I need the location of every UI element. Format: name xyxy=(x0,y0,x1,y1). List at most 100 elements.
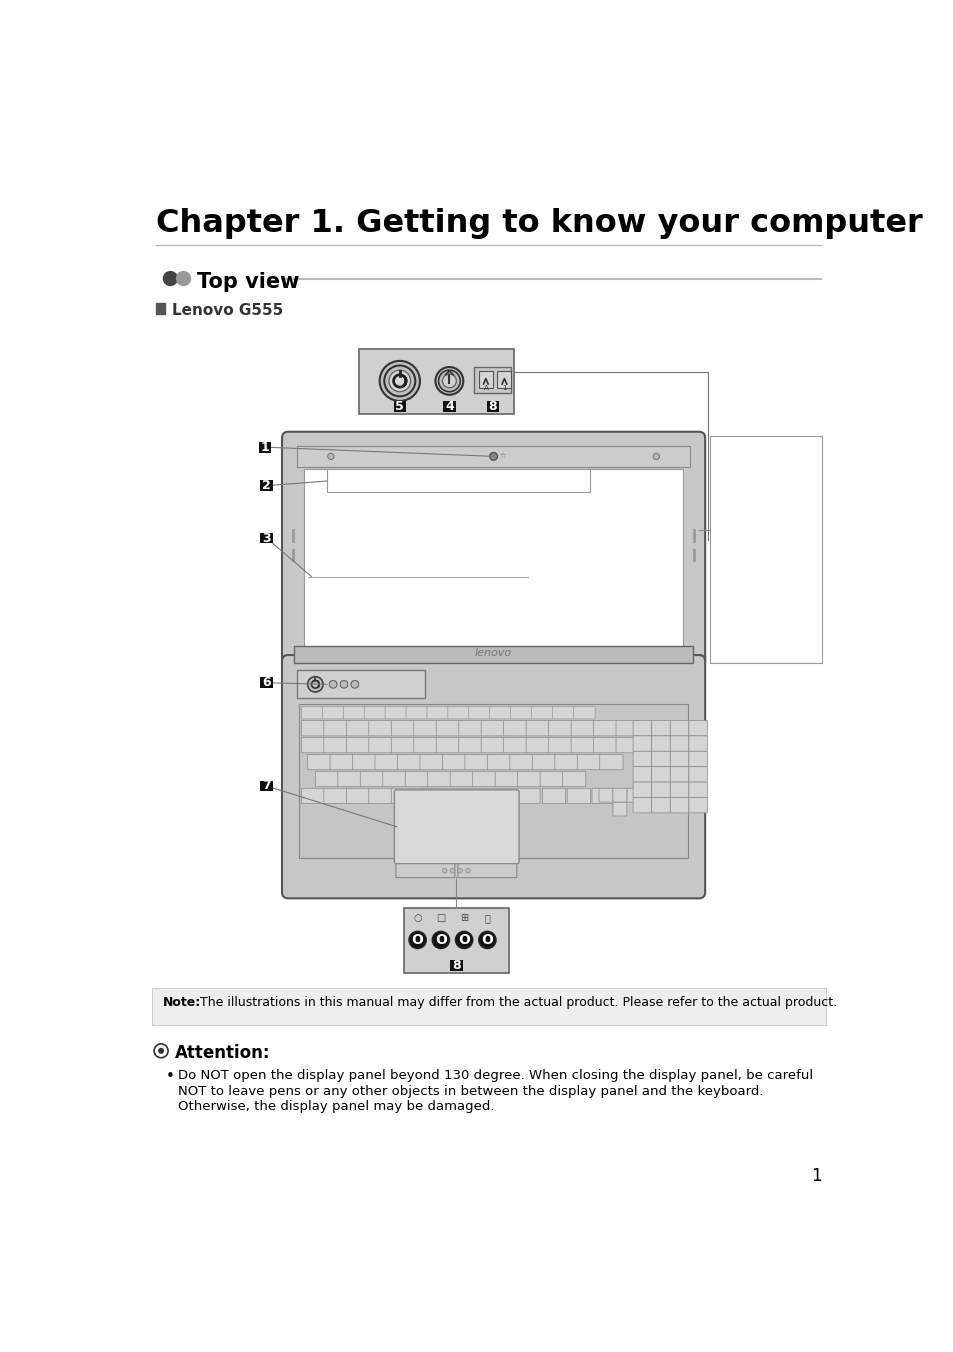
FancyBboxPatch shape xyxy=(651,721,670,735)
Text: ☆: ☆ xyxy=(499,453,505,460)
FancyBboxPatch shape xyxy=(394,790,518,864)
FancyBboxPatch shape xyxy=(542,788,565,803)
FancyBboxPatch shape xyxy=(447,707,469,719)
Circle shape xyxy=(379,361,419,402)
FancyBboxPatch shape xyxy=(260,533,273,544)
Text: NOT to leave pens or any other objects in between the display panel and the keyb: NOT to leave pens or any other objects i… xyxy=(178,1084,762,1098)
FancyBboxPatch shape xyxy=(353,754,375,769)
FancyBboxPatch shape xyxy=(382,771,406,787)
FancyBboxPatch shape xyxy=(626,788,640,802)
Bar xyxy=(152,988,825,1025)
FancyBboxPatch shape xyxy=(509,754,533,769)
FancyBboxPatch shape xyxy=(450,771,473,787)
FancyBboxPatch shape xyxy=(539,771,562,787)
Circle shape xyxy=(442,868,447,873)
FancyBboxPatch shape xyxy=(450,960,462,971)
FancyBboxPatch shape xyxy=(599,754,622,769)
FancyBboxPatch shape xyxy=(427,771,451,787)
Circle shape xyxy=(450,868,455,873)
FancyBboxPatch shape xyxy=(688,752,707,767)
FancyBboxPatch shape xyxy=(419,754,443,769)
Text: 5: 5 xyxy=(395,400,404,412)
FancyBboxPatch shape xyxy=(391,737,415,753)
FancyBboxPatch shape xyxy=(369,721,392,735)
Bar xyxy=(497,370,511,388)
Text: ○: ○ xyxy=(413,914,421,923)
Circle shape xyxy=(384,365,415,396)
FancyBboxPatch shape xyxy=(593,721,617,735)
FancyBboxPatch shape xyxy=(532,754,555,769)
FancyBboxPatch shape xyxy=(464,754,488,769)
Circle shape xyxy=(163,272,177,285)
Text: Note:: Note: xyxy=(162,996,201,1009)
FancyBboxPatch shape xyxy=(301,788,324,803)
FancyBboxPatch shape xyxy=(670,735,688,752)
Text: 2: 2 xyxy=(262,479,271,492)
Circle shape xyxy=(544,652,550,658)
FancyBboxPatch shape xyxy=(651,798,670,813)
Bar xyxy=(156,303,165,314)
Text: lenovo: lenovo xyxy=(475,648,512,658)
FancyBboxPatch shape xyxy=(395,864,455,877)
Circle shape xyxy=(309,658,321,671)
FancyBboxPatch shape xyxy=(633,735,651,752)
FancyBboxPatch shape xyxy=(525,737,549,753)
Text: 7: 7 xyxy=(262,780,271,792)
FancyBboxPatch shape xyxy=(258,442,271,453)
FancyBboxPatch shape xyxy=(633,767,651,781)
FancyBboxPatch shape xyxy=(525,721,549,735)
FancyBboxPatch shape xyxy=(343,707,365,719)
FancyBboxPatch shape xyxy=(458,737,481,753)
Bar xyxy=(404,907,509,973)
FancyBboxPatch shape xyxy=(369,788,392,803)
FancyBboxPatch shape xyxy=(670,781,688,798)
FancyBboxPatch shape xyxy=(442,754,465,769)
FancyBboxPatch shape xyxy=(592,788,615,803)
Circle shape xyxy=(307,676,323,692)
FancyBboxPatch shape xyxy=(567,788,590,803)
Text: □: □ xyxy=(436,914,445,923)
FancyBboxPatch shape xyxy=(616,737,639,753)
Circle shape xyxy=(176,272,191,285)
FancyBboxPatch shape xyxy=(443,402,456,412)
Text: Top view: Top view xyxy=(196,272,299,292)
FancyBboxPatch shape xyxy=(301,737,324,753)
FancyBboxPatch shape xyxy=(346,737,369,753)
Text: The illustrations in this manual may differ from the actual product. Please refe: The illustrations in this manual may dif… xyxy=(195,996,836,1009)
FancyBboxPatch shape xyxy=(322,707,344,719)
FancyBboxPatch shape xyxy=(369,737,392,753)
Text: 1: 1 xyxy=(810,1167,821,1184)
FancyBboxPatch shape xyxy=(670,798,688,813)
Text: O: O xyxy=(435,933,446,946)
FancyBboxPatch shape xyxy=(364,707,385,719)
FancyBboxPatch shape xyxy=(360,771,383,787)
FancyBboxPatch shape xyxy=(391,721,415,735)
FancyBboxPatch shape xyxy=(651,767,670,781)
Bar xyxy=(478,370,493,388)
Circle shape xyxy=(158,1049,163,1053)
FancyBboxPatch shape xyxy=(307,754,331,769)
FancyBboxPatch shape xyxy=(260,677,273,688)
FancyBboxPatch shape xyxy=(414,721,436,735)
Circle shape xyxy=(351,680,358,688)
FancyBboxPatch shape xyxy=(458,721,481,735)
FancyBboxPatch shape xyxy=(457,864,517,877)
FancyBboxPatch shape xyxy=(517,771,540,787)
FancyBboxPatch shape xyxy=(323,788,347,803)
Text: 1: 1 xyxy=(260,441,269,454)
FancyBboxPatch shape xyxy=(391,788,415,803)
Bar xyxy=(709,435,821,662)
FancyBboxPatch shape xyxy=(337,771,360,787)
FancyBboxPatch shape xyxy=(612,788,626,802)
Text: 3: 3 xyxy=(262,531,271,545)
Text: 1: 1 xyxy=(501,385,506,391)
Circle shape xyxy=(154,1044,168,1057)
FancyBboxPatch shape xyxy=(548,737,571,753)
FancyBboxPatch shape xyxy=(436,721,459,735)
Bar xyxy=(294,646,692,662)
Text: Do NOT open the display panel beyond 130 degree. When closing the display panel,: Do NOT open the display panel beyond 130… xyxy=(178,1069,812,1083)
Circle shape xyxy=(457,868,462,873)
Text: O: O xyxy=(457,933,470,946)
Bar xyxy=(297,446,689,468)
FancyBboxPatch shape xyxy=(651,781,670,798)
